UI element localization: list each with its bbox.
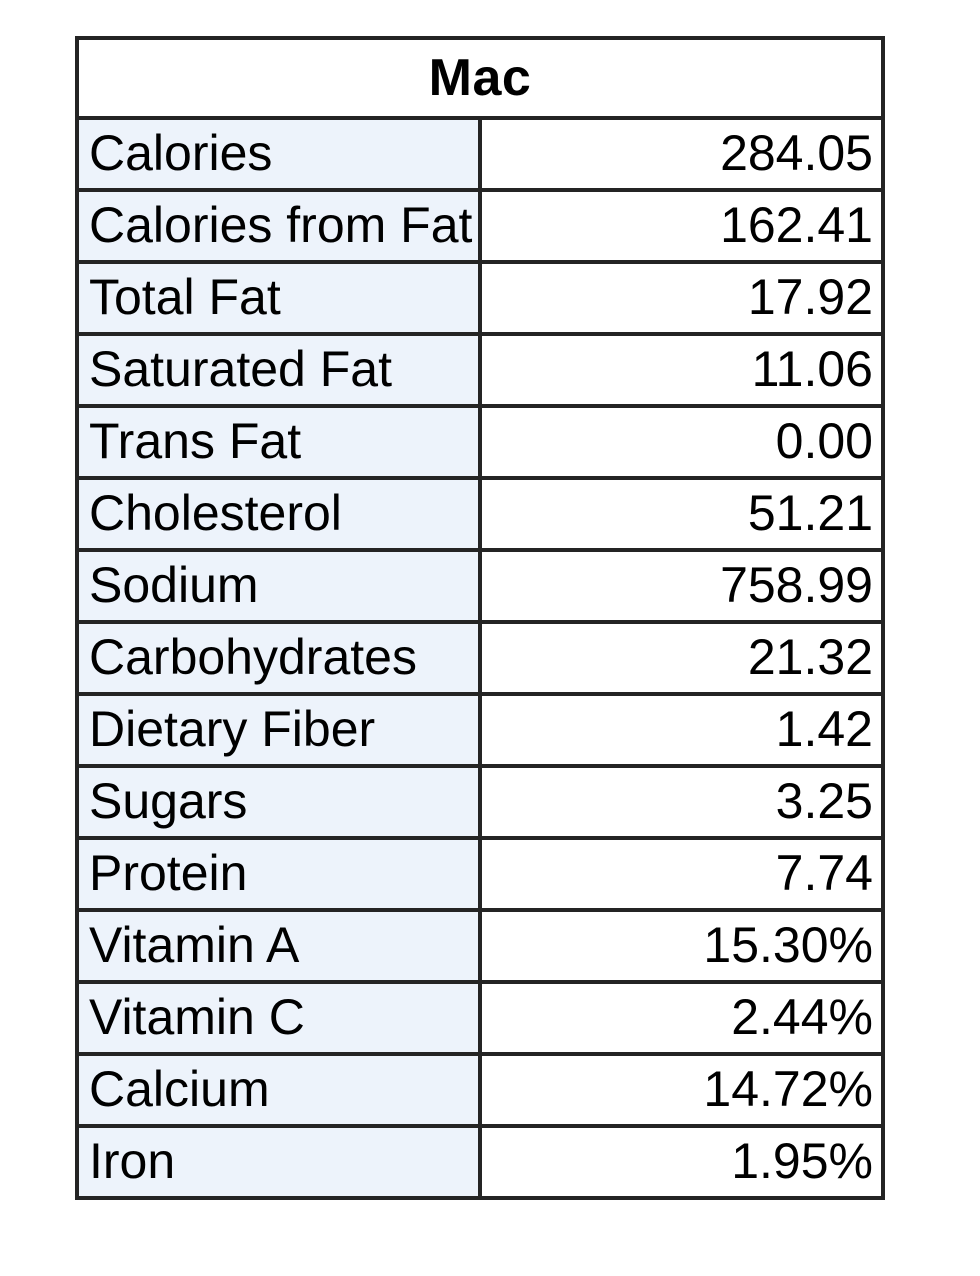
table-title: Mac [77,38,883,118]
table-header-row: Mac [77,38,883,118]
row-label-cell: Sodium [77,550,480,622]
table-row: Saturated Fat 11.06 [77,334,883,406]
row-value-cell: 3.25 [480,766,883,838]
table-row: Sodium 758.99 [77,550,883,622]
row-value-cell: 162.41 [480,190,883,262]
row-value-cell: 17.92 [480,262,883,334]
row-label-cell: Saturated Fat [77,334,480,406]
row-label-cell: Calcium [77,1054,480,1126]
row-value-cell: 51.21 [480,478,883,550]
row-label-cell: Cholesterol [77,478,480,550]
nutrition-table: Mac Calories 284.05 Calories from Fat 162.4… [75,36,885,1200]
row-value-cell: 2.44% [480,982,883,1054]
row-value-cell: 1.42 [480,694,883,766]
row-value-cell: 758.99 [480,550,883,622]
row-label-cell: Dietary Fiber [77,694,480,766]
nutrition-table-container: Mac Calories 284.05 Calories from Fat 162.4… [75,36,885,1200]
row-label-cell: Total Fat [77,262,480,334]
row-label-cell: Sugars [77,766,480,838]
table-row: Carbohydrates 21.32 [77,622,883,694]
table-row: Iron 1.95% [77,1126,883,1198]
row-value-cell: 0.00 [480,406,883,478]
row-value-cell: 1.95% [480,1126,883,1198]
row-label-cell: Calories from Fat [77,190,480,262]
table-row: Sugars 3.25 [77,766,883,838]
row-value-cell: 11.06 [480,334,883,406]
table-row: Calcium 14.72% [77,1054,883,1126]
table-row: Dietary Fiber 1.42 [77,694,883,766]
nutrition-table-body: Mac Calories 284.05 Calories from Fat 162.4… [77,38,883,1198]
table-row: Cholesterol 51.21 [77,478,883,550]
row-value-cell: 21.32 [480,622,883,694]
row-value-cell: 7.74 [480,838,883,910]
row-label-cell: Trans Fat [77,406,480,478]
table-row: Trans Fat 0.00 [77,406,883,478]
table-row: Calories 284.05 [77,118,883,190]
table-row: Total Fat 17.92 [77,262,883,334]
row-label-cell: Carbohydrates [77,622,480,694]
row-label-cell: Protein [77,838,480,910]
table-row: Calories from Fat 162.41 [77,190,883,262]
row-label-cell: Calories [77,118,480,190]
row-value-cell: 14.72% [480,1054,883,1126]
row-label-cell: Vitamin A [77,910,480,982]
row-value-cell: 15.30% [480,910,883,982]
table-row: Vitamin C 2.44% [77,982,883,1054]
row-label-cell: Iron [77,1126,480,1198]
table-row: Vitamin A 15.30% [77,910,883,982]
row-label-cell: Vitamin C [77,982,480,1054]
table-row: Protein 7.74 [77,838,883,910]
row-value-cell: 284.05 [480,118,883,190]
